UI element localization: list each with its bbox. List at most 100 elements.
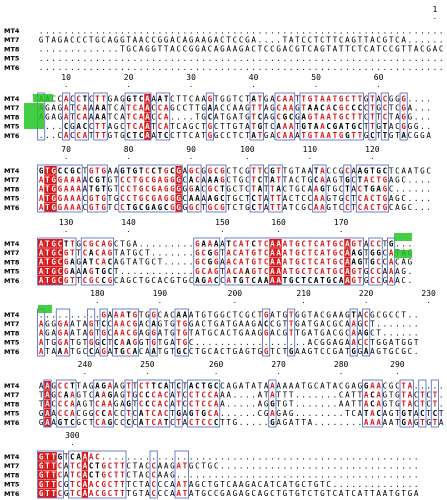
residue: A: [270, 249, 275, 258]
residue: .: [301, 391, 306, 400]
conservation-box: [312, 164, 327, 213]
residue: C: [64, 400, 69, 409]
residue: C: [95, 489, 100, 498]
residue: T: [364, 409, 369, 418]
residue: T: [295, 94, 300, 103]
residue: T: [170, 347, 175, 356]
residue: C: [364, 113, 369, 122]
residue: .: [214, 338, 219, 347]
residue: A: [214, 45, 219, 54]
residue: G: [245, 166, 250, 175]
residue: .: [326, 409, 331, 418]
residue: .: [201, 471, 206, 480]
residue: G: [170, 320, 175, 329]
residue: T: [276, 176, 281, 185]
residue: A: [108, 381, 113, 390]
residue: .: [276, 452, 281, 461]
residue: T: [45, 267, 50, 276]
residue: .: [108, 26, 113, 35]
residue: G: [164, 166, 169, 175]
residue: T: [326, 489, 331, 498]
residue: .: [214, 452, 219, 461]
residue: T: [45, 480, 50, 489]
residue: A: [151, 320, 156, 329]
residue: G: [251, 267, 256, 276]
residue: .: [251, 452, 256, 461]
residue: T: [114, 267, 119, 276]
residue: .: [395, 480, 400, 489]
residue: .: [414, 452, 419, 461]
residue: G: [320, 329, 325, 338]
residue: C: [214, 185, 219, 194]
residue: A: [208, 194, 213, 203]
residue: C: [239, 131, 244, 140]
residue: C: [133, 276, 138, 285]
residue: .: [383, 54, 388, 63]
residue: A: [70, 194, 75, 203]
residue: C: [251, 489, 256, 498]
identical-cell: [38, 461, 45, 470]
residue: A: [370, 409, 375, 418]
residue: G: [151, 329, 156, 338]
residue: A: [64, 471, 69, 480]
residue: .: [76, 45, 81, 54]
residue: T: [176, 329, 181, 338]
residue: .: [183, 249, 188, 258]
residue: C: [233, 239, 238, 248]
residue: .: [339, 471, 344, 480]
residue: .: [70, 45, 75, 54]
residue: C: [108, 258, 113, 267]
residue: T: [45, 249, 50, 258]
residue: .: [276, 26, 281, 35]
residue: A: [276, 276, 281, 285]
residue: A: [270, 176, 275, 185]
residue: G: [364, 131, 369, 140]
residue: C: [151, 258, 156, 267]
residue: .: [408, 63, 413, 72]
residue: G: [395, 194, 400, 203]
residue: A: [320, 176, 325, 185]
residue: G: [101, 194, 106, 203]
ruler-number: 20: [124, 73, 134, 82]
residue: .: [183, 267, 188, 276]
residue: G: [133, 320, 138, 329]
residue: T: [333, 113, 338, 122]
residue: A: [264, 480, 269, 489]
residue: T: [201, 203, 206, 212]
residue: A: [295, 347, 300, 356]
residue: C: [151, 391, 156, 400]
residue: T: [126, 113, 131, 122]
residue: G: [64, 258, 69, 267]
residue: G: [89, 276, 94, 285]
residue: T: [414, 338, 419, 347]
residue: T: [176, 276, 181, 285]
residue: A: [245, 329, 250, 338]
residue: G: [58, 418, 63, 427]
residue: T: [89, 185, 94, 194]
residue: G: [264, 310, 269, 319]
residue: T: [308, 320, 313, 329]
residue: A: [395, 267, 400, 276]
residue: C: [383, 258, 388, 267]
residue: T: [70, 249, 75, 258]
residue: T: [176, 400, 181, 409]
residue: C: [133, 418, 138, 427]
residue: .: [301, 452, 306, 461]
residue: A: [383, 489, 388, 498]
residue: .: [189, 63, 194, 72]
residue: .: [426, 203, 431, 212]
residue: A: [189, 480, 194, 489]
residue: A: [301, 113, 306, 122]
residue: C: [208, 400, 213, 409]
residue: .: [120, 54, 125, 63]
residue: T: [95, 194, 100, 203]
residue: T: [383, 122, 388, 131]
identical-cell: [175, 193, 182, 203]
residue: G: [183, 329, 188, 338]
residue: G: [283, 329, 288, 338]
residue: G: [264, 94, 269, 103]
residue: C: [314, 176, 319, 185]
residue: A: [270, 276, 275, 285]
residue: G: [401, 409, 406, 418]
residue: G: [389, 409, 394, 418]
